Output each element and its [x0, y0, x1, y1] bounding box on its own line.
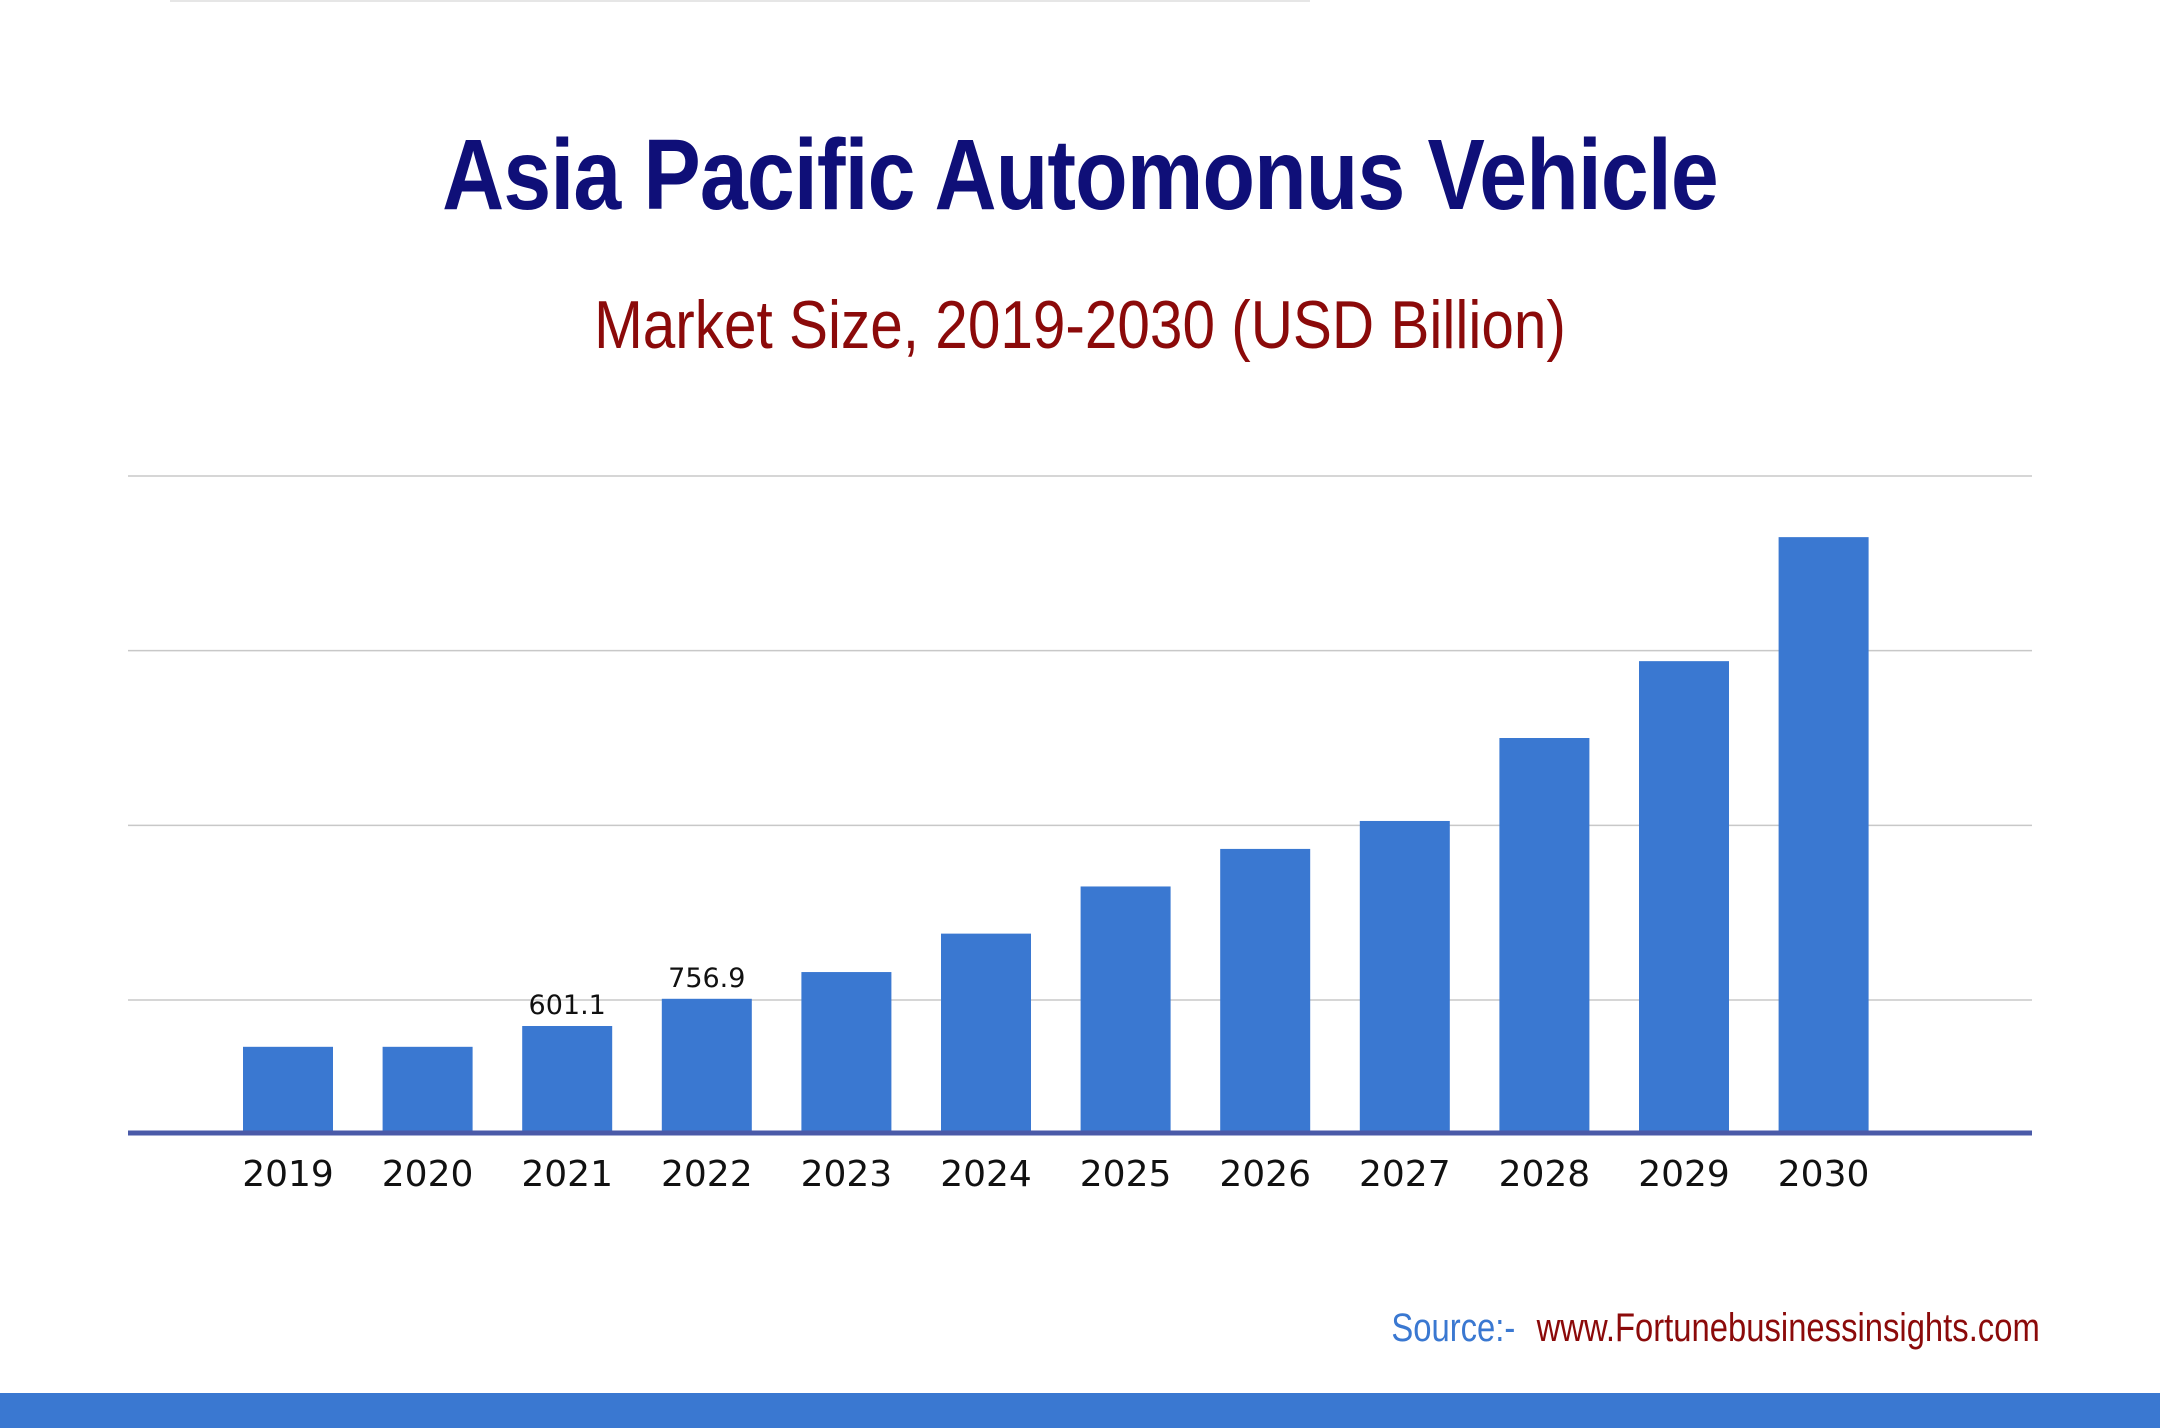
x-tick-label-2028: 2028 — [1499, 1154, 1591, 1195]
x-tick-label-2030: 2030 — [1778, 1154, 1870, 1195]
source-url[interactable]: www.Fortunebusinessinsights.com — [1536, 1306, 2040, 1350]
data-labels: 601.1 756.9 — [529, 963, 746, 1021]
bar-2028 — [1499, 738, 1590, 1131]
x-tick-label-2024: 2024 — [940, 1154, 1032, 1195]
bar-2021 — [522, 1026, 613, 1131]
chart-subtitle: Market Size, 2019-2030 (USD Billion) — [594, 287, 1566, 363]
bar-2023 — [801, 972, 892, 1131]
x-tick-label-2025: 2025 — [1080, 1154, 1172, 1195]
x-tick-label-2026: 2026 — [1219, 1154, 1311, 1195]
bar-2020 — [382, 1046, 473, 1131]
x-tick-label-2022: 2022 — [661, 1154, 753, 1195]
bars — [243, 537, 1869, 1131]
data-label-2022: 756.9 — [668, 963, 745, 994]
bar-2027 — [1359, 820, 1450, 1131]
data-label-2021: 601.1 — [529, 990, 606, 1021]
gridlines — [128, 475, 2032, 1001]
x-tick-label-2021: 2021 — [521, 1154, 613, 1195]
bar-2025 — [1080, 886, 1171, 1131]
x-tick-label-2023: 2023 — [801, 1154, 893, 1195]
source-credit: Source:- www.Fortunebusinessinsights.com — [1392, 1306, 2040, 1351]
x-tick-label-2020: 2020 — [382, 1154, 474, 1195]
chart-title: Asia Pacific Automonus Vehicle — [442, 119, 1719, 231]
top-edge-line — [170, 0, 1310, 2]
x-tick-label-2029: 2029 — [1638, 1154, 1730, 1195]
source-label: Source:- — [1391, 1306, 1516, 1350]
x-tick-labels: 2019 2020 2021 2022 2023 2024 2025 2026 2027 2028… — [242, 1154, 1869, 1195]
x-tick-label-2027: 2027 — [1359, 1154, 1451, 1195]
bar-2026 — [1220, 848, 1311, 1131]
bar-2029 — [1639, 661, 1729, 1131]
footer-bar — [0, 1393, 2160, 1428]
bar-2030 — [1778, 537, 1869, 1131]
bar-2019 — [243, 1046, 333, 1131]
x-tick-label-2019: 2019 — [242, 1154, 334, 1195]
bar-2024 — [941, 933, 1031, 1131]
bar-2022 — [661, 998, 752, 1131]
